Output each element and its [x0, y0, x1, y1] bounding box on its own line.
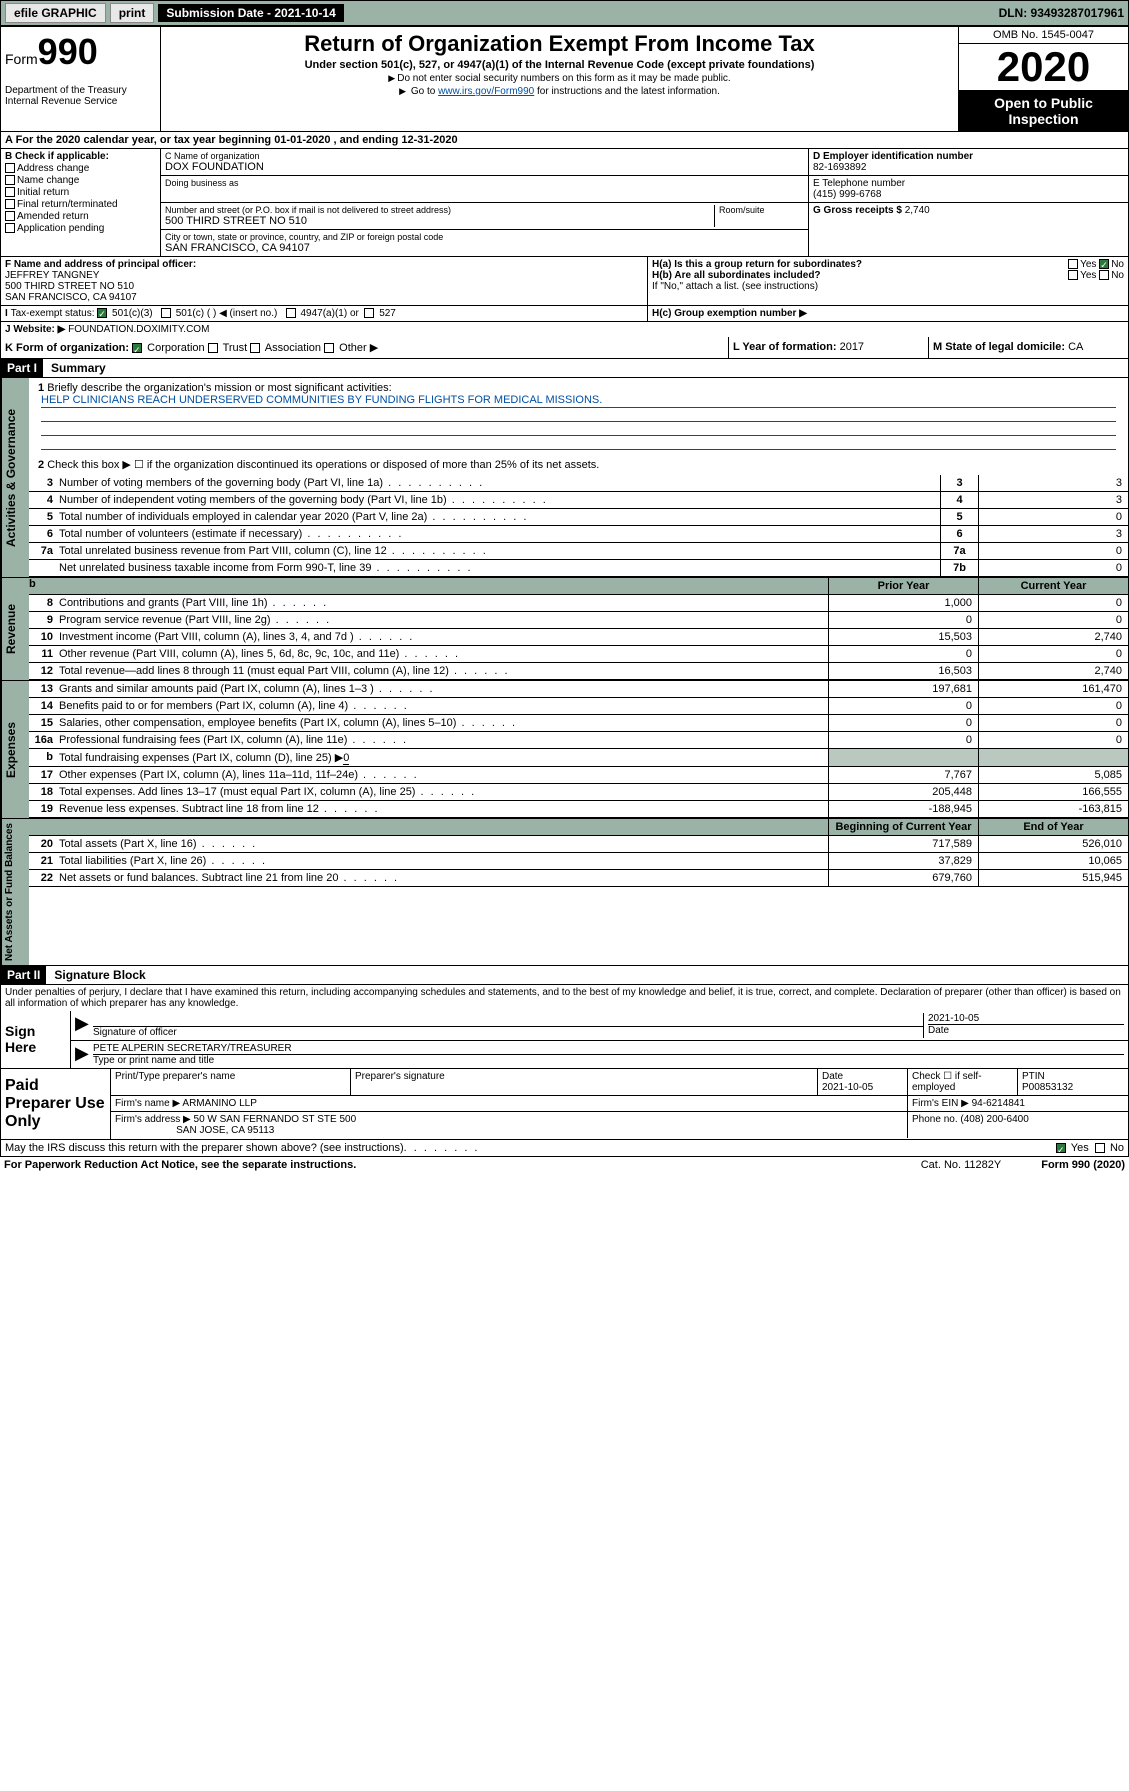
checkbox-checked-icon: ✓ [1099, 259, 1109, 269]
tab-expenses: Expenses [1, 681, 29, 818]
line-3: 3Number of voting members of the governi… [29, 475, 1128, 492]
dln: DLN: 93493287017961 [999, 6, 1124, 20]
line-12: 12Total revenue—add lines 8 through 11 (… [29, 663, 1128, 680]
omb-number: OMB No. 1545-0047 [959, 27, 1128, 44]
line-21: 21Total liabilities (Part X, line 26) . … [29, 853, 1128, 870]
open-public-badge: Open to Public Inspection [959, 91, 1128, 131]
row-i: I Tax-exempt status: ✓ 501(c)(3) 501(c) … [0, 306, 1129, 322]
arrow-icon: ▶ [75, 1043, 93, 1066]
ssn-warning: Do not enter social security numbers on … [165, 73, 954, 84]
line-15: 15Salaries, other compensation, employee… [29, 715, 1128, 732]
mission-text: HELP CLINICIANS REACH UNDERSERVED COMMUN… [41, 394, 1116, 408]
department: Department of the Treasury Internal Reve… [5, 85, 156, 107]
print-button[interactable]: print [110, 3, 155, 23]
section-net-assets: Net Assets or Fund Balances Beginning of… [0, 819, 1129, 966]
checkbox-checked-icon: ✓ [1056, 1143, 1066, 1153]
section-revenue: Revenue b Prior Year Current Year 8Contr… [0, 578, 1129, 681]
col-header-prior-current: b Prior Year Current Year [29, 578, 1128, 595]
form-number: Form990 [5, 31, 156, 73]
form-header: Form990 Department of the Treasury Inter… [0, 26, 1129, 132]
col-header-begin-end: Beginning of Current Year End of Year [29, 819, 1128, 836]
box-c: C Name of organization DOX FOUNDATION Do… [161, 149, 808, 256]
tab-net-assets: Net Assets or Fund Balances [1, 819, 29, 965]
line-10: 10Investment income (Part VIII, column (… [29, 629, 1128, 646]
line-6: 6Total number of volunteers (estimate if… [29, 526, 1128, 543]
sign-here-label: Sign Here [1, 1011, 71, 1068]
row-a-period: A For the 2020 calendar year, or tax yea… [0, 132, 1129, 149]
header-block: B Check if applicable: Address change Na… [0, 149, 1129, 257]
form-title: Return of Organization Exempt From Incom… [165, 31, 954, 57]
goto-link-row: Go to www.irs.gov/Form990 for instructio… [165, 86, 954, 97]
line-13: 13Grants and similar amounts paid (Part … [29, 681, 1128, 698]
top-toolbar: efile GRAPHIC print Submission Date - 20… [0, 0, 1129, 26]
line-14: 14Benefits paid to or for members (Part … [29, 698, 1128, 715]
line-20: 20Total assets (Part X, line 16) . . . .… [29, 836, 1128, 853]
checkbox-checked-icon: ✓ [97, 308, 107, 318]
part2-header: Part II Signature Block [0, 966, 1129, 985]
row-j: J Website: ▶ FOUNDATION.DOXIMITY.COM [0, 322, 1129, 337]
line-18: 18Total expenses. Add lines 13–17 (must … [29, 784, 1128, 801]
checkbox-checked-icon: ✓ [132, 343, 142, 353]
irs-link[interactable]: www.irs.gov/Form990 [438, 86, 534, 97]
row-fh: F Name and address of principal officer:… [0, 257, 1129, 306]
row-klm: K Form of organization: ✓ Corporation Tr… [0, 337, 1129, 359]
line-16b: b Total fundraising expenses (Part IX, c… [29, 749, 1128, 767]
box-deg: D Employer identification number 82-1693… [808, 149, 1128, 256]
line-8: 8Contributions and grants (Part VIII, li… [29, 595, 1128, 612]
line-9: 9Program service revenue (Part VIII, lin… [29, 612, 1128, 629]
section-expenses: Expenses 13Grants and similar amounts pa… [0, 681, 1129, 819]
line-5: 5Total number of individuals employed in… [29, 509, 1128, 526]
line-22: 22Net assets or fund balances. Subtract … [29, 870, 1128, 887]
tab-activities: Activities & Governance [1, 378, 29, 577]
box-b: B Check if applicable: Address change Na… [1, 149, 161, 256]
line-11: 11Other revenue (Part VIII, column (A), … [29, 646, 1128, 663]
line-19: 19Revenue less expenses. Subtract line 1… [29, 801, 1128, 818]
line-7a: 7aTotal unrelated business revenue from … [29, 543, 1128, 560]
preparer-block: Paid Preparer Use Only Print/Type prepar… [0, 1069, 1129, 1140]
line-16a: 16aProfessional fundraising fees (Part I… [29, 732, 1128, 749]
tax-year: 2020 [959, 44, 1128, 91]
efile-button[interactable]: efile GRAPHIC [5, 3, 106, 23]
line-7b: Net unrelated business taxable income fr… [29, 560, 1128, 577]
line-4: 4Number of independent voting members of… [29, 492, 1128, 509]
tab-revenue: Revenue [1, 578, 29, 680]
submission-date: Submission Date - 2021-10-14 [158, 4, 343, 22]
footer-discuss: May the IRS discuss this return with the… [0, 1140, 1129, 1157]
part1-header: Part I Summary [0, 359, 1129, 378]
signature-block: Under penalties of perjury, I declare th… [0, 985, 1129, 1069]
section-activities: Activities & Governance 1 Briefly descri… [0, 378, 1129, 578]
arrow-icon: ▶ [75, 1013, 93, 1038]
form-subtitle: Under section 501(c), 527, or 4947(a)(1)… [165, 59, 954, 71]
line-17: 17Other expenses (Part IX, column (A), l… [29, 767, 1128, 784]
bottom-bar: For Paperwork Reduction Act Notice, see … [0, 1157, 1129, 1173]
